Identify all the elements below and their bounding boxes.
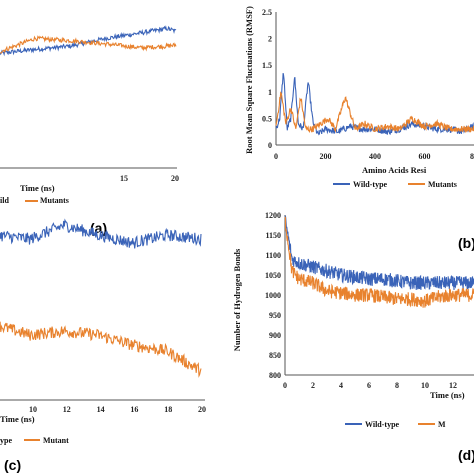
panel-b-ytick: 2.5	[262, 8, 272, 17]
panel-a-series-mutant-line	[0, 35, 177, 54]
panel-b-xlabel: Amino Acids Resi	[362, 165, 427, 175]
panel-d-xlabel: Time (ns)	[430, 390, 465, 400]
panel-d: Number of Hydrogen Bonds 800850900950100…	[232, 211, 474, 463]
panel-b-ylabel: Root Mean Square Fluctuations (RMSF)	[244, 6, 254, 154]
panel-d-xtick: 10	[421, 381, 429, 390]
panel-b-ytick: 1.5	[262, 61, 272, 70]
panel-d-ytick: 1100	[265, 251, 281, 260]
panel-d-xtick: 6	[367, 381, 371, 390]
panel-b-series-mutant-line	[275, 91, 474, 134]
panel-b-legend-mutant: Mutants	[428, 180, 457, 189]
panel-d-legend-wild: Wild-type	[365, 420, 400, 429]
panel-b-xtick: 200	[320, 152, 332, 161]
panel-a: 15 20 Time (ns) ild Mutants (a)	[0, 25, 179, 236]
panel-b-ytick: 2	[268, 35, 272, 44]
panel-c-series-wild-line	[0, 218, 202, 249]
panel-b-xtick: 0	[274, 152, 278, 161]
panel-b-ytick: 1	[268, 88, 272, 97]
panel-a-legend-wild: ild	[0, 196, 9, 205]
panel-d-legend-mutant: M	[438, 420, 446, 429]
panel-a-xlabel: Time (ns)	[20, 183, 55, 193]
panel-d-ytick: 1000	[265, 291, 281, 300]
panel-d-series-mutant-line	[284, 216, 474, 308]
panel-d-ytick: 950	[269, 311, 281, 320]
panel-c: 10 12 14 16 18 20 Time (ns) ype Mutant (c)	[0, 218, 206, 473]
panel-d-xtick: 0	[283, 381, 287, 390]
panel-d-xtick: 12	[449, 381, 457, 390]
panel-a-series-wild-line	[0, 25, 177, 57]
panel-a-xtick-20: 20	[171, 174, 179, 183]
panel-c-xtick: 20	[198, 405, 206, 414]
panel-b-ytick: 0.5	[262, 114, 272, 123]
panel-b-xtick: 400	[369, 152, 381, 161]
panel-d-xtick: 8	[395, 381, 399, 390]
panel-c-series-mutant-line	[0, 321, 202, 378]
panel-b-legend-wild: Wild-type	[353, 180, 388, 189]
panel-c-legend-mutant: Mutant	[43, 436, 69, 445]
panel-d-series-wild-line	[284, 215, 474, 291]
panel-d-label: (d)	[458, 447, 474, 463]
panel-c-xtick: 14	[97, 405, 105, 414]
panel-b-ytick: 0	[268, 141, 272, 150]
panel-d-ytick: 850	[269, 351, 281, 360]
panel-a-legend-mutant: Mutants	[40, 196, 69, 205]
panel-d-xtick: 4	[339, 381, 343, 390]
panel-b-label: (b)	[458, 235, 474, 251]
panel-c-xtick: 10	[29, 405, 37, 414]
panel-d-ytick: 800	[269, 371, 281, 380]
panel-c-xtick: 18	[164, 405, 172, 414]
panel-b-xtick: 600	[419, 152, 431, 161]
panel-d-ytick: 900	[269, 331, 281, 340]
panel-d-xtick: 2	[311, 381, 315, 390]
panel-c-xlabel: Time (ns)	[0, 414, 35, 424]
panel-d-ytick: 1200	[265, 211, 281, 220]
panel-b-series-wild-line	[275, 72, 474, 136]
panel-d-ytick: 1050	[265, 271, 281, 280]
panel-b: Root Mean Square Fluctuations (RMSF) 0 0.…	[244, 6, 474, 251]
panel-c-xtick: 16	[130, 405, 138, 414]
panel-b-xtick: 80	[470, 152, 474, 161]
panel-c-legend-wild: ype	[0, 436, 12, 445]
panel-a-xtick-15: 15	[120, 174, 128, 183]
panel-d-ytick: 1150	[265, 231, 281, 240]
panel-d-ylabel: Number of Hydrogen Bonds	[232, 248, 242, 351]
panel-c-label: (c)	[4, 457, 21, 473]
panel-c-xtick: 12	[63, 405, 71, 414]
